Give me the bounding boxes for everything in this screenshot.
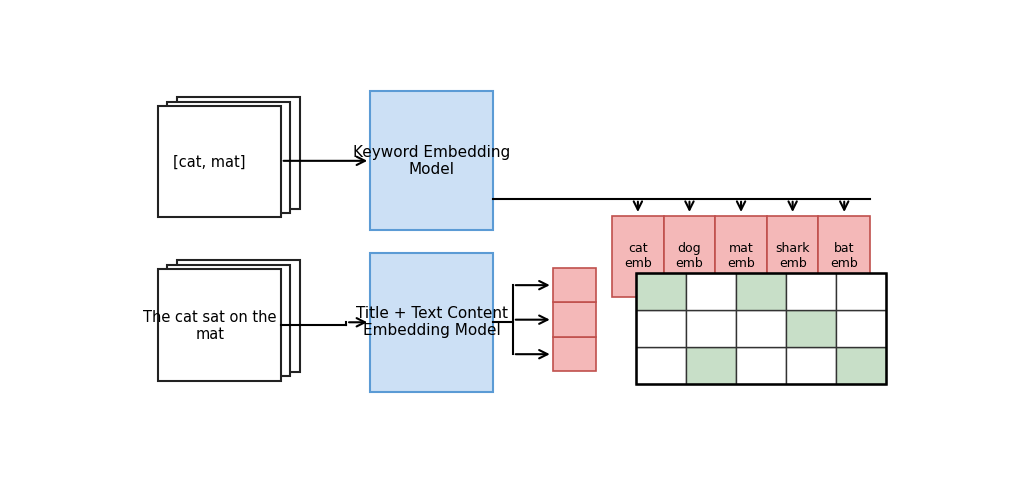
Text: mat
emb: mat emb [727, 242, 755, 270]
Bar [785, 273, 836, 310]
Bar [736, 273, 785, 310]
Text: The cat sat on the
mat: The cat sat on the mat [143, 309, 276, 342]
Bar [785, 310, 836, 348]
Bar [636, 348, 686, 385]
Bar [612, 215, 664, 297]
Bar [177, 97, 300, 209]
Bar [177, 260, 300, 372]
Bar [370, 91, 494, 230]
Bar [664, 215, 715, 297]
Bar [553, 302, 596, 337]
Bar [836, 273, 886, 310]
Bar [736, 310, 785, 348]
Text: cat
emb: cat emb [624, 242, 651, 270]
Bar [818, 215, 870, 297]
Bar [167, 102, 290, 213]
Text: Keyword Embedding
Model: Keyword Embedding Model [353, 145, 510, 177]
Bar [686, 348, 736, 385]
Bar [553, 268, 596, 302]
Text: Title + Text Content
Embedding Model: Title + Text Content Embedding Model [355, 306, 508, 338]
Text: shark
emb: shark emb [775, 242, 810, 270]
Bar [370, 253, 494, 392]
Bar [686, 273, 736, 310]
Text: dog
emb: dog emb [676, 242, 703, 270]
Bar [715, 215, 767, 297]
Text: [cat, mat]: [cat, mat] [173, 155, 246, 170]
Bar [836, 348, 886, 385]
Bar [158, 106, 281, 217]
Bar [636, 310, 686, 348]
Bar [167, 265, 290, 376]
Bar [736, 348, 785, 385]
Bar [636, 273, 686, 310]
Bar [636, 273, 886, 385]
Bar [158, 269, 281, 381]
Bar [686, 310, 736, 348]
Bar [836, 310, 886, 348]
Bar [553, 337, 596, 372]
Bar [785, 348, 836, 385]
Bar [767, 215, 818, 297]
Text: bat
emb: bat emb [830, 242, 858, 270]
